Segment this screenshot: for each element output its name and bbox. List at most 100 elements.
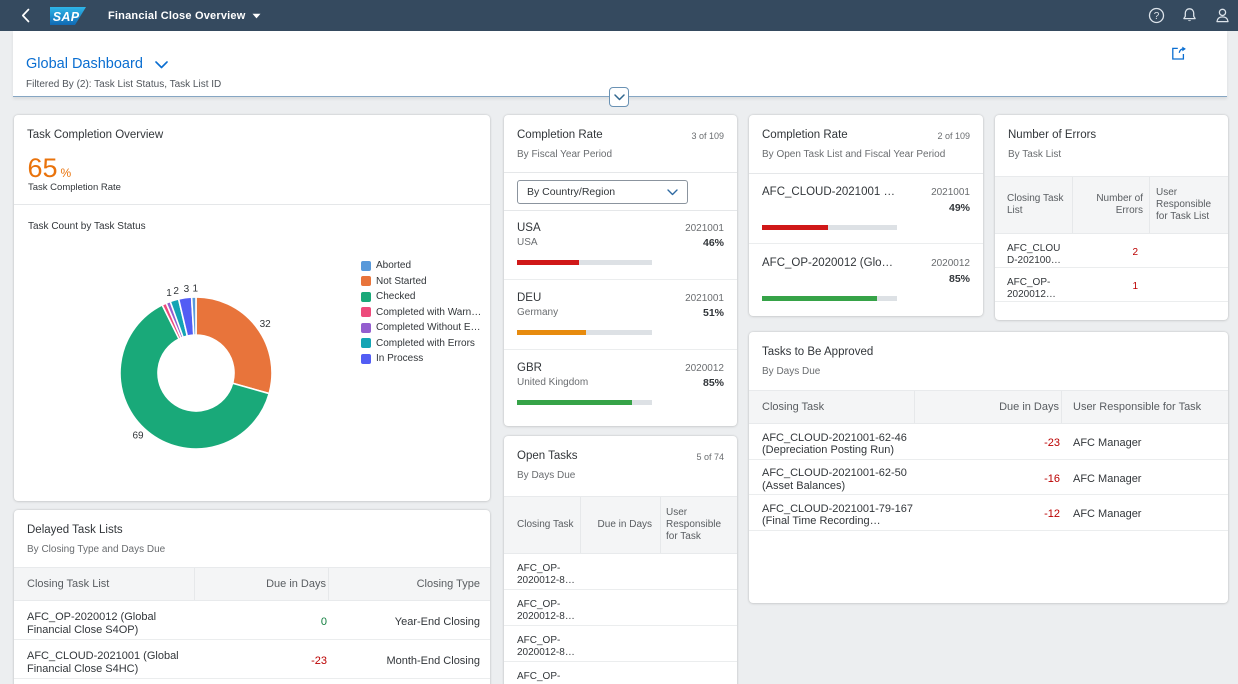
donut-slice-label: 1 <box>192 284 198 295</box>
item-period: 2020012 <box>931 258 970 269</box>
chart-legend: Aborted Not Started Checked Completed with … <box>361 258 481 367</box>
card-title: Task Completion Overview <box>27 129 164 141</box>
svg-text:SAP: SAP <box>53 10 80 24</box>
legend-label: Completed with Errors <box>376 337 475 349</box>
card-subtitle: By Days Due <box>762 366 821 377</box>
cell-closing-task: AFC_OP- 2020012-8… <box>517 635 575 658</box>
progress-bar-fill <box>517 400 632 405</box>
share-icon[interactable] <box>1170 45 1187 62</box>
item-sublabel: United Kingdom <box>517 377 589 388</box>
completion-list-item[interactable]: USA USA 2021001 46% <box>504 210 737 280</box>
item-period: 2021001 <box>685 223 724 234</box>
legend-item[interactable]: Aborted <box>361 258 481 274</box>
completion-list-item[interactable]: GBR United Kingdom 2020012 85% <box>504 350 737 420</box>
page-title[interactable]: Global Dashboard <box>26 56 143 72</box>
dropdown-chevron-icon <box>667 188 678 196</box>
column-header: Due in Days <box>195 568 329 600</box>
card-open-tasks: Open Tasks By Days Due 5 of 74 Closing T… <box>504 436 737 684</box>
legend-item[interactable]: In Process <box>361 351 481 367</box>
progress-bar-track <box>517 330 652 335</box>
table-row[interactable]: AFC_OP- 2020012-8… <box>504 626 737 662</box>
table-row[interactable]: AFC_CLOU D-202100… 2 <box>995 234 1228 268</box>
column-header: User Responsible for Task <box>666 507 722 542</box>
notifications-bell-icon[interactable] <box>1181 7 1198 24</box>
donut-slice[interactable] <box>195 296 273 395</box>
cell-closing-task: AFC_CLOUD-2021001-62-46 (Depreciation Po… <box>762 431 907 457</box>
table-row[interactable]: AFC_CLOUD-2021001 (Global Financial Clos… <box>14 640 490 679</box>
app-title-caret-icon[interactable] <box>252 13 261 19</box>
donut-slice[interactable] <box>190 296 197 336</box>
progress-bar-track <box>517 400 652 405</box>
legend-swatch <box>361 338 371 349</box>
cell-closing-task: AFC_OP- <box>517 671 561 682</box>
cell-due-in-days: 0 <box>320 616 327 628</box>
legend-swatch <box>361 307 371 318</box>
card-completion-rate-fiscal: Completion Rate By Fiscal Year Period 3 … <box>504 115 737 426</box>
column-header: Due in Days <box>581 497 661 553</box>
svg-text:?: ? <box>1154 11 1160 22</box>
legend-label: Not Started <box>376 275 427 287</box>
card-count: 5 of 74 <box>696 452 724 462</box>
legend-label: Aborted <box>376 260 412 272</box>
cell-due-in-days: -16 <box>1044 472 1060 485</box>
item-title: AFC_CLOUD-2021001 … <box>762 186 895 198</box>
legend-label: Checked <box>376 291 416 303</box>
column-header: User Responsible for Task <box>1073 400 1202 413</box>
legend-item[interactable]: Completed with Warn… <box>361 305 481 321</box>
divider <box>504 172 737 173</box>
cell-user-responsible: AFC Manager <box>1073 437 1142 450</box>
chart-section-title: Task Count by Task Status <box>28 221 146 232</box>
help-icon[interactable]: ? <box>1148 7 1165 24</box>
legend-item[interactable]: Completed with Errors <box>361 336 481 352</box>
card-title: Completion Rate <box>517 129 603 141</box>
completion-list-item[interactable]: DEU Germany 2021001 51% <box>504 280 737 350</box>
completion-list-item[interactable]: AFC_OP-2020012 (Glo… 2020012 85% <box>749 244 983 315</box>
legend-item[interactable]: Not Started <box>361 274 481 290</box>
completion-list-item[interactable]: AFC_CLOUD-2021001 … 2021001 49% <box>749 173 983 244</box>
item-title: AFC_OP-2020012 (Glo… <box>762 257 894 269</box>
view-by-dropdown[interactable]: By Country/Region <box>517 180 688 204</box>
cell-due-in-days: -23 <box>311 655 327 667</box>
legend-swatch <box>361 260 371 271</box>
table-row[interactable]: AFC_OP- 2020012-8… <box>504 554 737 590</box>
legend-label: In Process <box>376 353 424 365</box>
table-row[interactable]: AFC_CLOUD-2021001-62-46 (Depreciation Po… <box>749 424 1228 460</box>
table-row[interactable]: AFC_OP- 2020012… 1 <box>995 268 1228 302</box>
shell-bar: SAP Financial Close Overview ? <box>0 0 1238 31</box>
cell-due-in-days: -12 <box>1044 508 1060 521</box>
page-title-chevron-down-icon[interactable] <box>155 56 168 74</box>
item-title: DEU <box>517 292 542 304</box>
legend-item[interactable]: Completed Without E… <box>361 320 481 336</box>
table-row[interactable]: AFC_CLOUD-2021001-62-50 (Asset Balances)… <box>749 460 1228 495</box>
donut-slice-label: 3 <box>184 284 190 295</box>
table-row[interactable]: AFC_CLOUD-2021001-79-167 (Final Time Rec… <box>749 495 1228 531</box>
card-subtitle: By Closing Type and Days Due <box>27 544 166 555</box>
app-title[interactable]: Financial Close Overview <box>108 9 246 22</box>
cell-user-responsible: AFC Manager <box>1073 472 1142 485</box>
kpi-label: Task Completion Rate <box>28 182 121 193</box>
cell-closing-type: Year-End Closing <box>394 616 480 628</box>
legend-item[interactable]: Checked <box>361 289 481 305</box>
item-period: 2021001 <box>685 293 724 304</box>
column-header: Closing Task <box>504 497 581 553</box>
legend-swatch <box>361 353 371 364</box>
card-count: 3 of 109 <box>691 131 724 141</box>
item-percent: 85% <box>702 377 724 389</box>
table-row[interactable]: AFC_OP-2020012 (Global Financial Close S… <box>14 601 490 640</box>
table-row[interactable]: AFC_OP- 2020012-8… <box>504 590 737 626</box>
column-header: Due in Days <box>915 391 1062 423</box>
column-header: Closing Task <box>749 391 915 423</box>
user-avatar-icon[interactable] <box>1214 7 1231 24</box>
table-row[interactable]: AFC_OP- <box>504 662 737 684</box>
card-subtitle: By Open Task List and Fiscal Year Period <box>762 149 946 160</box>
donut-slice[interactable] <box>119 303 271 450</box>
cell-closing-task: AFC_OP- 2020012-8… <box>517 599 575 622</box>
item-period: 2021001 <box>931 187 970 198</box>
progress-bar-track <box>762 296 897 301</box>
table-header-row: Closing Task List Number of Errors User Re… <box>995 176 1228 234</box>
back-icon[interactable] <box>21 8 35 24</box>
card-title: Number of Errors <box>1008 129 1097 141</box>
item-percent: 85% <box>948 273 970 285</box>
header-collapse-button[interactable] <box>609 87 629 107</box>
